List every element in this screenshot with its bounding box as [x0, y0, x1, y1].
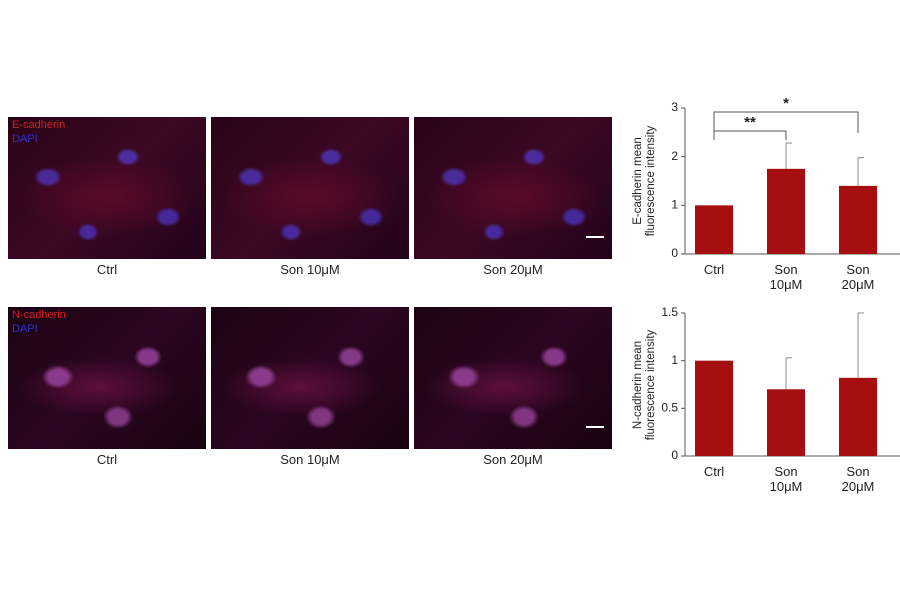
bar — [839, 377, 877, 456]
marker-label: DAPI — [12, 133, 38, 145]
scale-bar — [586, 236, 604, 238]
y-axis-label: N-cadherin mean fluorescence intensity — [632, 329, 657, 440]
significance-bracket — [713, 111, 859, 133]
micrograph: E-cadherin DAPI — [8, 117, 206, 259]
x-tick-label: Son 20μM — [841, 262, 875, 292]
bar — [695, 360, 733, 456]
marker-label: DAPI — [12, 323, 38, 335]
y-tick-label: 1.5 — [661, 305, 678, 319]
significance-bracket — [713, 130, 787, 140]
significance-label: * — [783, 95, 789, 112]
marker-label: N-cadherin — [12, 309, 66, 321]
y-tick-label: 1 — [671, 198, 678, 212]
x-tick-label: Ctrl — [703, 262, 725, 277]
micrograph: N-cadherin DAPI — [8, 307, 206, 449]
micrograph — [211, 117, 409, 259]
y-tick-label: 1 — [671, 353, 678, 367]
image-caption: Son 10μM — [280, 262, 340, 277]
image-caption: Ctrl — [96, 452, 118, 467]
y-tick-label: 3 — [671, 100, 678, 114]
micrograph — [414, 307, 612, 449]
y-tick-label: 0 — [671, 448, 678, 462]
bar — [767, 389, 805, 456]
y-axis-label: E-cadherin mean fluorescence intensity — [632, 125, 657, 237]
bar — [767, 168, 805, 254]
scale-bar — [586, 426, 604, 428]
image-caption: Son 20μM — [483, 452, 543, 467]
image-caption: Ctrl — [96, 262, 118, 277]
x-tick-label: Ctrl — [703, 464, 725, 479]
bar — [839, 185, 877, 254]
y-tick-label: 2 — [671, 149, 678, 163]
marker-label: E-cadherin — [12, 119, 66, 131]
x-tick-label: Son 10μM — [769, 464, 803, 494]
x-tick-label: Son 10μM — [769, 262, 803, 292]
y-tick-label: 0.5 — [661, 401, 678, 415]
micrograph — [211, 307, 409, 449]
significance-label: ** — [744, 114, 756, 131]
bar — [695, 205, 733, 254]
x-tick-label: Son 20μM — [841, 464, 875, 494]
image-caption: Son 10μM — [280, 452, 340, 467]
micrograph — [414, 117, 612, 259]
y-tick-label: 0 — [671, 246, 678, 260]
image-caption: Son 20μM — [483, 262, 543, 277]
